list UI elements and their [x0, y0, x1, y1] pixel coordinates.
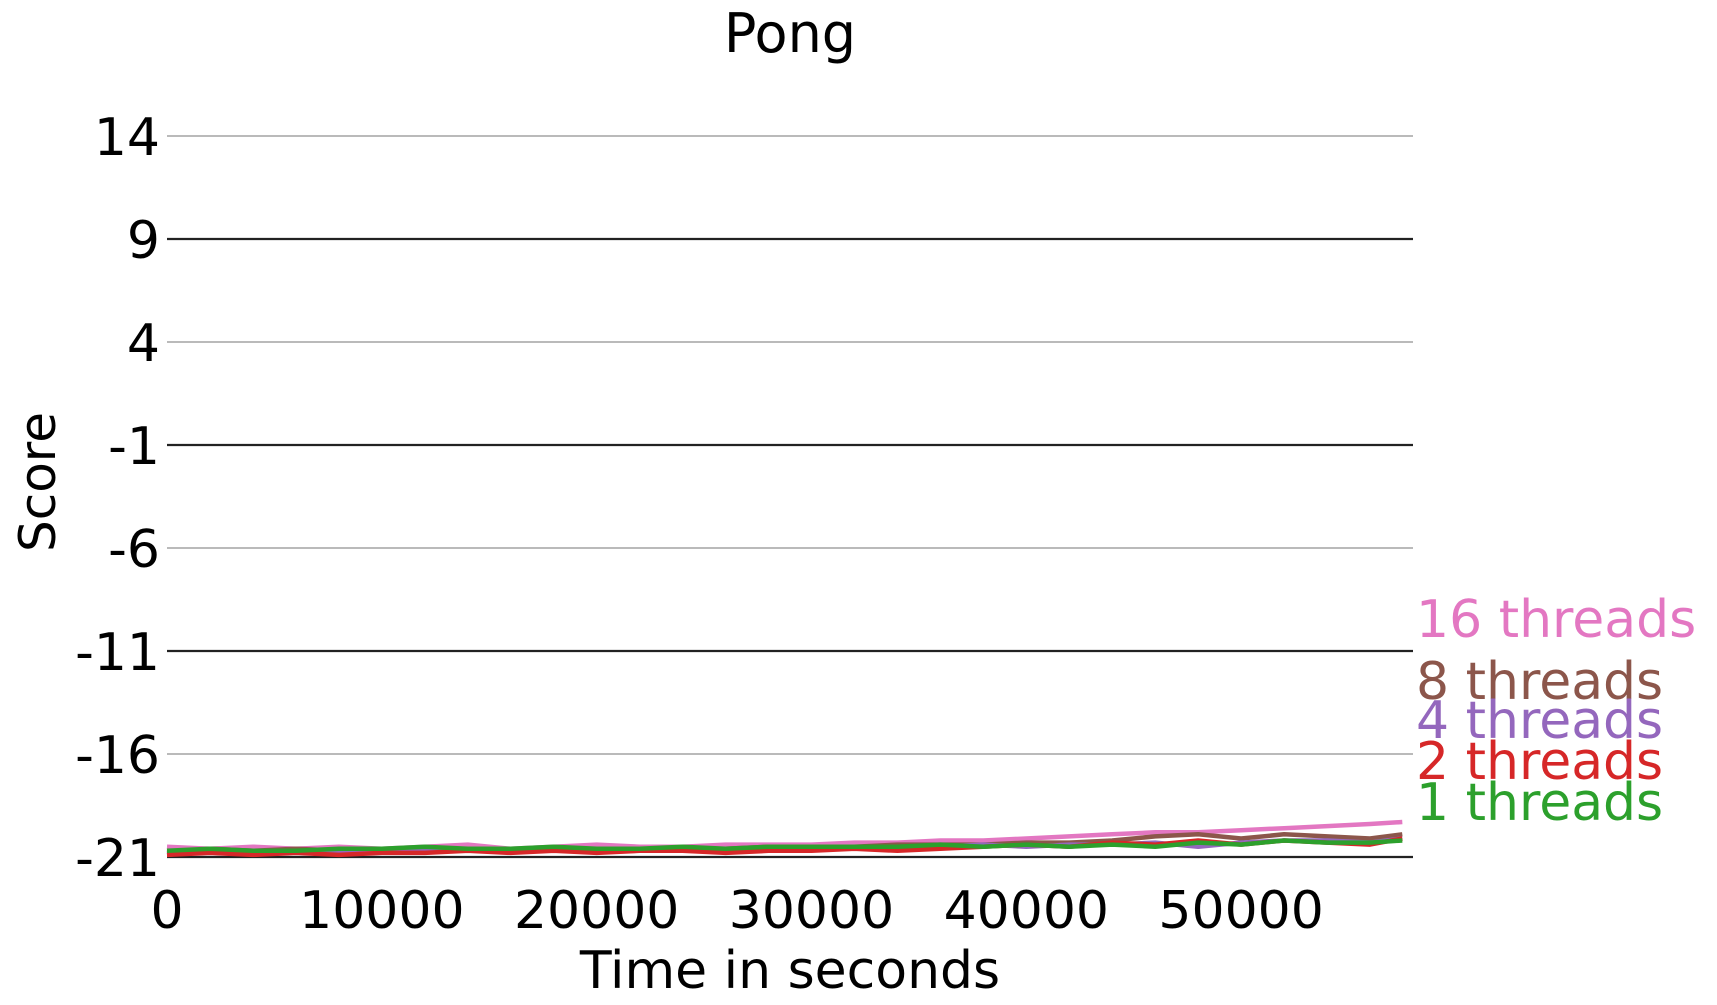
legend-label: 4 threads — [1416, 691, 1663, 751]
y-tick-label: -16 — [75, 726, 160, 786]
series-line-1-threads — [166, 838, 1403, 854]
chart-title: Pong — [724, 2, 856, 65]
x-tick-label: 20000 — [514, 881, 679, 941]
x-tick-labels: 0 10000 20000 30000 40000 50000 — [150, 881, 1323, 941]
x-tick-label: 50000 — [1158, 881, 1323, 941]
y-tick-label: -6 — [108, 520, 160, 580]
legend-label: 16 threads — [1416, 590, 1696, 650]
legend-label: 1 threads — [1416, 773, 1663, 833]
y-tick-label: 4 — [127, 314, 160, 374]
legend-label: 8 threads — [1416, 652, 1663, 712]
x-axis-label: Time in seconds — [579, 941, 1000, 1001]
series-lines — [166, 819, 1403, 858]
y-axis-label: Score — [9, 412, 67, 552]
y-tick-label: 14 — [94, 108, 160, 168]
y-tick-labels: -21 -16 -11 -6 -1 4 9 14 — [75, 108, 160, 889]
y-tick-label: 9 — [127, 211, 160, 271]
x-tick-label: 0 — [150, 881, 183, 941]
x-tick-label: 40000 — [944, 881, 1109, 941]
y-tick-label: -21 — [75, 829, 160, 889]
x-tick-label: 10000 — [299, 881, 464, 941]
y-tick-label: -11 — [75, 623, 160, 683]
y-tick-label: -1 — [108, 417, 160, 477]
legend-label: 2 threads — [1416, 732, 1663, 792]
gridlines — [167, 135, 1413, 859]
x-tick-label: 30000 — [729, 881, 894, 941]
